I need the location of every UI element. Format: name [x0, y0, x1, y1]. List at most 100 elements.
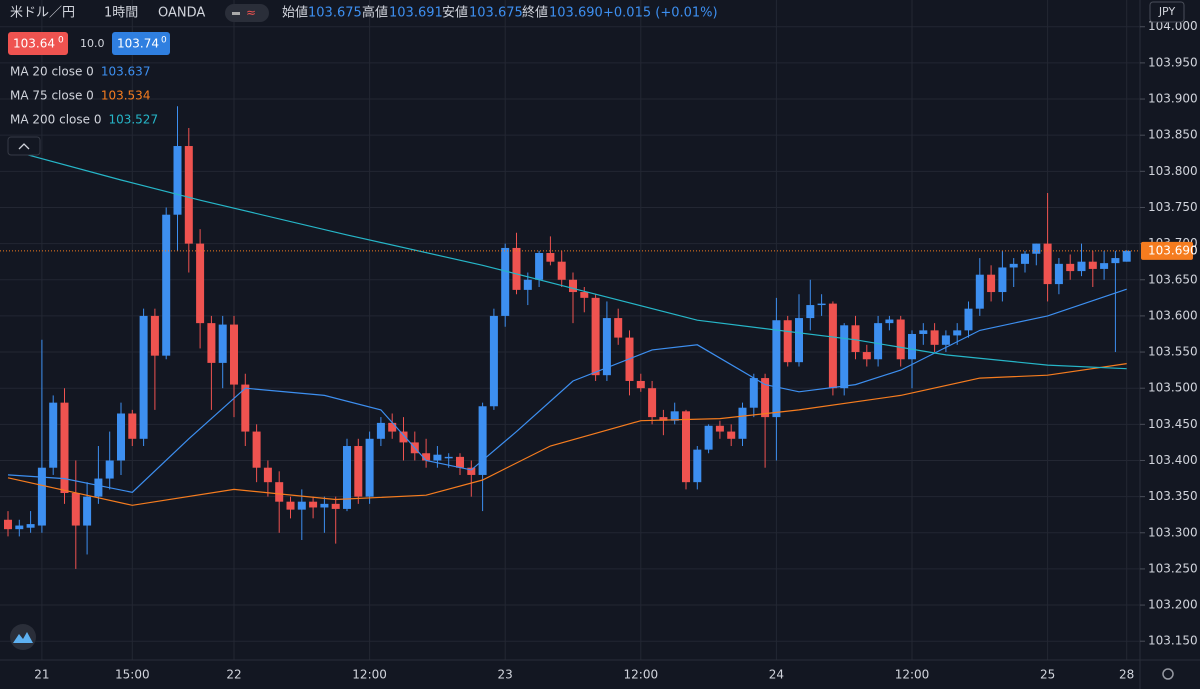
plot — [0, 106, 1140, 569]
x-tick-label: 21 — [34, 668, 49, 682]
ask-sup: 0 — [161, 36, 167, 46]
candle-body — [783, 320, 792, 363]
spread: 10.0 — [80, 37, 105, 50]
y-tick-label: 103.600 — [1148, 308, 1198, 322]
y-tick-label: 103.450 — [1148, 417, 1198, 431]
ma-line — [7, 149, 1127, 370]
candle-body — [71, 493, 80, 526]
candle-body — [297, 501, 306, 510]
candle-body — [828, 303, 837, 389]
candle-body — [331, 503, 340, 509]
legend-value: 103.534 — [101, 89, 151, 103]
candle-body — [953, 330, 962, 336]
candle-body — [252, 431, 261, 468]
y-tick-label: 103.350 — [1148, 489, 1198, 503]
bid: 103.64 — [13, 37, 55, 51]
candle-body — [388, 422, 397, 432]
candle-body — [162, 214, 171, 356]
collapse-icon — [18, 143, 30, 150]
candle-body — [546, 253, 555, 262]
candle-body — [614, 318, 623, 338]
x-tick-label: 15:00 — [115, 668, 150, 682]
x-tick-label: 24 — [769, 668, 784, 682]
candle-body — [1021, 253, 1029, 264]
candle-body — [569, 279, 577, 293]
close-value: 103.690 — [549, 6, 603, 21]
open-label: 始値 — [282, 5, 308, 21]
candle-body — [930, 330, 939, 345]
candle-body — [874, 323, 883, 360]
candle-body — [670, 411, 679, 421]
unit-box — [1149, 1, 1185, 23]
candle-body — [94, 478, 103, 497]
y-tick-label: 103.800 — [1148, 164, 1198, 178]
candle-body — [139, 315, 148, 439]
y-tick-label: 103.500 — [1148, 381, 1198, 395]
interval: 1時間 — [104, 6, 138, 21]
high-label: 高値 — [362, 5, 388, 21]
candle-body — [1100, 263, 1109, 269]
y-tick-label: 103.900 — [1148, 92, 1198, 106]
ma-line — [7, 288, 1127, 493]
candle-body — [83, 496, 92, 526]
candle-body — [320, 503, 329, 508]
candle-body — [218, 324, 227, 363]
change: +0.015 (+0.01%) — [603, 6, 718, 21]
candle-body — [105, 460, 114, 479]
candle-body — [365, 438, 374, 497]
x-tick-label: 12:00 — [895, 668, 930, 682]
candle-body — [987, 274, 996, 293]
candle-body — [501, 247, 510, 316]
low-label: 安値 — [442, 5, 468, 21]
x-tick-label: 12:00 — [624, 668, 659, 682]
candle-body — [557, 261, 566, 280]
candle-body — [207, 323, 216, 363]
collapse-button[interactable] — [7, 136, 41, 156]
candle-body — [885, 319, 894, 324]
candle-body — [851, 325, 860, 353]
ma-line — [7, 363, 1127, 506]
candle-body — [1043, 243, 1052, 285]
toggle-icon-part: ≈ — [246, 6, 256, 20]
candle-body — [941, 335, 950, 345]
legend-value: 103.637 — [101, 65, 151, 79]
symbol: 米ドル／円 — [10, 6, 75, 21]
candle-body — [817, 303, 826, 306]
x-tick-label: 22 — [226, 668, 241, 682]
candle-body — [286, 501, 295, 510]
close-label: 終値 — [522, 5, 548, 21]
candle-body — [919, 330, 928, 334]
candle-body — [862, 352, 871, 360]
candle-body — [580, 292, 589, 298]
candle-body — [150, 315, 159, 356]
candle-body — [682, 411, 690, 483]
settings-icon[interactable] — [1162, 668, 1174, 680]
y-tick-label: 103.850 — [1148, 128, 1198, 142]
bid-box[interactable] — [8, 32, 68, 55]
candle-body — [309, 501, 318, 508]
last-price-label: 103.690 — [1148, 243, 1198, 257]
candle-body — [49, 402, 58, 468]
candle-body — [26, 524, 35, 528]
x-tick-label: 23 — [498, 668, 513, 682]
candle-body — [60, 402, 69, 494]
logo[interactable] — [10, 624, 36, 650]
candle-body — [964, 308, 973, 331]
candle-body — [648, 388, 657, 418]
candle-body — [230, 324, 238, 385]
candle-body — [761, 378, 770, 418]
candle-body — [512, 247, 521, 290]
open-value: 103.675 — [308, 6, 362, 21]
toggle-icon[interactable] — [225, 4, 269, 22]
candle-body — [772, 320, 781, 418]
candle-body — [433, 454, 442, 461]
candle-body — [196, 243, 205, 324]
ask-box[interactable] — [112, 32, 170, 55]
candle-body — [15, 525, 24, 530]
candle-body — [263, 467, 272, 483]
y-tick-label: 103.250 — [1148, 561, 1198, 575]
candle-body — [896, 319, 905, 360]
candle-body — [489, 315, 498, 407]
candle-body — [456, 456, 464, 468]
candle-body — [535, 253, 544, 280]
